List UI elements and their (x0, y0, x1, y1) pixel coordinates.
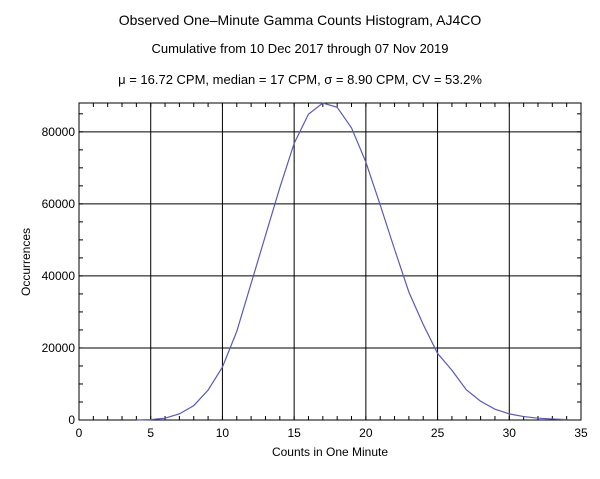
chart-title: Observed One–Minute Gamma Counts Histogr… (118, 12, 482, 28)
y-axis-label: Occurrences (19, 228, 33, 296)
x-tick-label: 20 (359, 426, 373, 440)
series-line (136, 102, 567, 421)
x-tick-label: 35 (574, 426, 588, 440)
x-tick-label: 30 (503, 426, 517, 440)
y-tick-label: 40000 (42, 269, 76, 283)
x-tick-label: 15 (287, 426, 301, 440)
chart-subtitle: Cumulative from 10 Dec 2017 through 07 N… (151, 41, 449, 56)
y-tick-label: 80000 (42, 125, 76, 139)
x-tick-label: 25 (431, 426, 445, 440)
grid (78, 103, 582, 421)
plot-frame (78, 102, 582, 421)
x-tick-label: 10 (216, 426, 230, 440)
y-tick-label: 60000 (42, 197, 76, 211)
y-tick-label: 0 (68, 413, 75, 427)
ticks (78, 103, 582, 421)
x-axis-label: Counts in One Minute (272, 445, 388, 459)
tick-labels: 0 5 10 15 20 25 30 35 0 20000 40000 60000 80000 (42, 125, 588, 440)
y-tick-label: 20000 (42, 341, 76, 355)
x-tick-label: 5 (147, 426, 154, 440)
x-tick-label: 0 (76, 426, 83, 440)
chart-stats: μ = 16.72 CPM, median = 17 CPM, σ = 8.90… (118, 72, 482, 87)
